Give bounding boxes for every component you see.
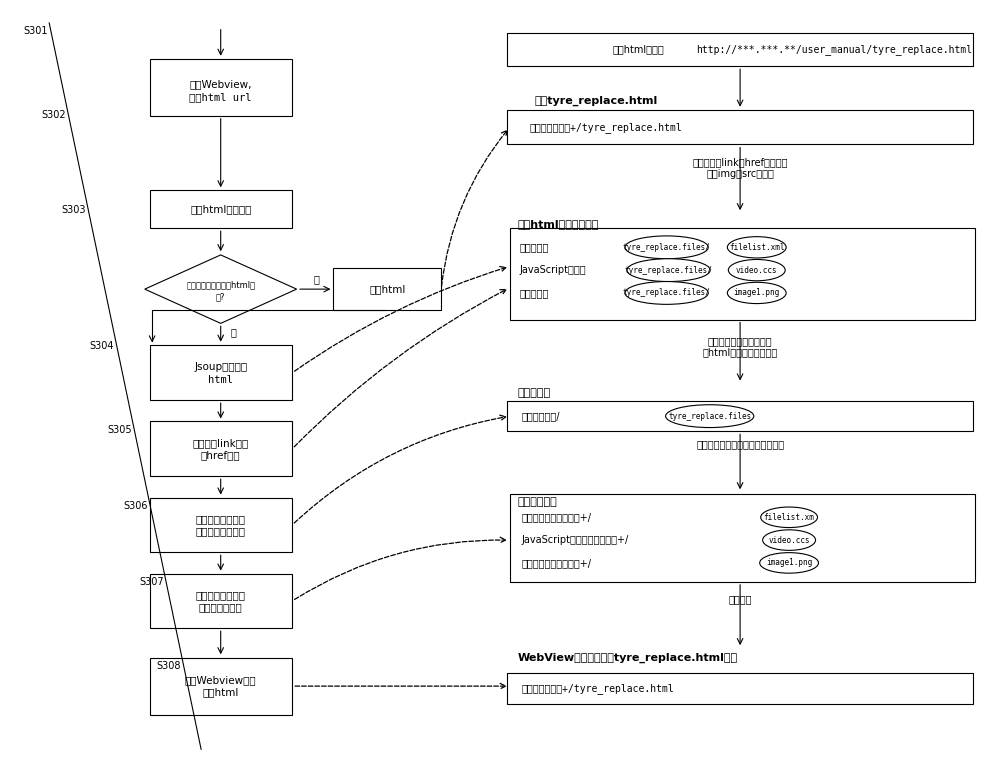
Text: 判断有无附属资源: 判断有无附属资源 <box>196 590 246 600</box>
Text: 创建资源池文件夹，确保: 创建资源池文件夹，确保 <box>708 336 772 346</box>
Text: 本地html: 本地html <box>203 688 239 697</box>
Text: 传入html url: 传入html url <box>189 92 252 102</box>
Text: 本地路径：路径+/tyre_replace.html: 本地路径：路径+/tyre_replace.html <box>522 683 674 694</box>
Ellipse shape <box>625 282 708 304</box>
Ellipse shape <box>761 507 818 528</box>
Text: 下载完毕，基于文件大小进行校验: 下载完毕，基于文件大小进行校验 <box>696 439 784 449</box>
Ellipse shape <box>625 236 708 258</box>
Text: 设置Webview,: 设置Webview, <box>189 79 252 88</box>
Text: 本地路径：路径+/tyre_replace.html: 本地路径：路径+/tyre_replace.html <box>529 122 682 133</box>
FancyBboxPatch shape <box>333 268 441 310</box>
Text: JavaScript文件：资源池路径+/: JavaScript文件：资源池路径+/ <box>522 535 629 545</box>
Ellipse shape <box>763 530 816 550</box>
Text: S301: S301 <box>24 26 48 36</box>
Text: S304: S304 <box>90 341 114 352</box>
Text: image1.png: image1.png <box>766 559 812 567</box>
FancyBboxPatch shape <box>150 657 292 715</box>
Text: 保存附属文件: 保存附属文件 <box>518 497 557 507</box>
Text: S303: S303 <box>61 205 86 215</box>
Text: image1.png: image1.png <box>734 289 780 297</box>
Text: 下载tyre_replace.html: 下载tyre_replace.html <box>534 95 658 106</box>
FancyBboxPatch shape <box>510 228 975 320</box>
Ellipse shape <box>627 258 710 282</box>
FancyBboxPatch shape <box>507 673 973 704</box>
FancyBboxPatch shape <box>150 190 292 228</box>
Text: 图片文件：: 图片文件： <box>520 288 549 298</box>
FancyBboxPatch shape <box>507 110 973 144</box>
Text: 判断有无附属资源: 判断有无附属资源 <box>196 514 246 524</box>
Text: 爬取html附属文件链接: 爬取html附属文件链接 <box>518 220 599 230</box>
Text: 文件夹，无则创建: 文件夹，无则创建 <box>196 526 246 536</box>
FancyBboxPatch shape <box>150 59 292 116</box>
Text: 与html文件处于同一层级: 与html文件处于同一层级 <box>702 347 778 357</box>
FancyBboxPatch shape <box>150 345 292 400</box>
Text: tyre_replace.files/: tyre_replace.files/ <box>625 265 712 275</box>
Ellipse shape <box>727 237 786 258</box>
Text: 截取html文件名称: 截取html文件名称 <box>190 204 251 214</box>
FancyBboxPatch shape <box>150 421 292 476</box>
Text: 无: 无 <box>314 274 320 284</box>
Text: html: html <box>208 375 233 385</box>
Text: filelist.xml: filelist.xml <box>729 243 785 251</box>
Text: S308: S308 <box>157 661 181 671</box>
Text: 文件，无则下载: 文件，无则下载 <box>199 602 243 612</box>
Polygon shape <box>145 255 297 324</box>
Text: S302: S302 <box>41 109 66 120</box>
Text: 的href标签: 的href标签 <box>201 450 241 460</box>
FancyBboxPatch shape <box>150 497 292 553</box>
Text: http://***.***.**/user_manual/tyre_replace.html: http://***.***.**/user_manual/tyre_repla… <box>696 44 972 55</box>
Text: JavaScript文件：: JavaScript文件： <box>520 265 586 275</box>
Ellipse shape <box>760 553 818 573</box>
Ellipse shape <box>666 405 754 428</box>
Text: 资源池：路径/: 资源池：路径/ <box>522 411 560 421</box>
Text: S307: S307 <box>139 577 164 587</box>
Text: 目标html链接：: 目标html链接： <box>613 44 664 54</box>
Ellipse shape <box>727 282 786 303</box>
Text: 标签img，src属性值: 标签img，src属性值 <box>706 169 774 179</box>
Text: 遍历获取link元素: 遍历获取link元素 <box>193 438 249 448</box>
Text: 爬取：标签link，href属性值；: 爬取：标签link，href属性值； <box>692 157 788 167</box>
FancyBboxPatch shape <box>510 494 975 582</box>
FancyBboxPatch shape <box>150 573 292 629</box>
Text: filelist.xm: filelist.xm <box>764 513 815 521</box>
Text: S305: S305 <box>107 425 132 435</box>
Text: video.ccs: video.ccs <box>768 535 810 545</box>
FancyBboxPatch shape <box>507 33 973 66</box>
Text: tyre_replace.files: tyre_replace.files <box>668 411 751 421</box>
Text: tyre_replace.files/: tyre_replace.files/ <box>623 289 711 297</box>
Text: 列表文件：资源池路径+/: 列表文件：资源池路径+/ <box>522 512 592 522</box>
Ellipse shape <box>728 259 785 281</box>
Text: 缓存完毕: 缓存完毕 <box>728 594 752 605</box>
Text: video.ccs: video.ccs <box>736 265 778 275</box>
Text: 图片文件：资源池路径+/: 图片文件：资源池路径+/ <box>522 558 592 568</box>
Text: S306: S306 <box>123 501 148 511</box>
Text: 下载html: 下载html <box>369 284 405 294</box>
Text: 列表文件：: 列表文件： <box>520 242 549 252</box>
Text: WebView加载本地路径tyre_replace.html文件: WebView加载本地路径tyre_replace.html文件 <box>518 653 738 663</box>
Text: 确认缓存目录有无此html文: 确认缓存目录有无此html文 <box>186 281 255 289</box>
Text: 建立资源池: 建立资源池 <box>518 388 551 398</box>
Text: 件?: 件? <box>216 293 225 301</box>
Text: Jsoup解读本地: Jsoup解读本地 <box>194 362 247 372</box>
Text: tyre_replace.files/: tyre_replace.files/ <box>623 243 711 251</box>
FancyBboxPatch shape <box>507 401 973 431</box>
Text: 通知Webview加载: 通知Webview加载 <box>185 675 257 685</box>
Text: 有: 有 <box>230 327 236 338</box>
